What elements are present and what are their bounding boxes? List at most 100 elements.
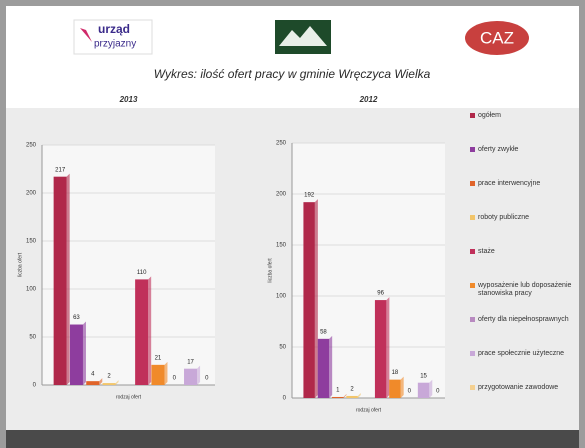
legend-item: oferty dla niepełnosprawnych — [470, 316, 582, 324]
y-tick-label: 0 — [33, 383, 37, 389]
data-label: 58 — [320, 329, 327, 335]
bar — [135, 279, 149, 385]
bar-side — [115, 380, 119, 385]
legend-item: prace interwencyjne — [470, 180, 582, 188]
y-tick-label: 0 — [283, 396, 287, 402]
legend-item: wyposażenie lub doposażenie stanowiska p… — [470, 282, 582, 298]
data-label: 18 — [392, 370, 399, 376]
legend-item: ogółem — [470, 112, 582, 120]
legend-label: roboty publiczne — [478, 214, 529, 221]
logo-right-text: CAZ — [480, 28, 514, 47]
legend-swatch — [470, 147, 475, 152]
chart-title: Wykres: ilość ofert pracy w gminie Wręcz… — [154, 67, 431, 81]
legend-item: przygotowanie zawodowe — [470, 384, 582, 392]
data-label: 217 — [55, 167, 66, 173]
legend-label: ogółem — [478, 112, 501, 119]
legend-swatch — [470, 249, 475, 254]
legend-swatch — [470, 283, 475, 288]
legend-item: staże — [470, 248, 582, 256]
legend-item: prace społecznie użyteczne — [470, 350, 582, 358]
data-label: 21 — [155, 355, 162, 361]
bar — [332, 396, 344, 398]
bar-side — [357, 392, 361, 398]
bar — [184, 368, 198, 385]
chart-subtitle: 2012 — [359, 95, 378, 104]
y-axis-label: liczba ofert — [267, 258, 273, 283]
data-label: 4 — [91, 372, 95, 378]
legend-label: prace społecznie użyteczne — [478, 350, 564, 357]
legend-swatch — [470, 385, 475, 390]
bar — [374, 300, 387, 398]
x-axis-label: rodzaj ofert — [356, 407, 382, 413]
y-tick-label: 150 — [276, 243, 287, 249]
bar-side — [197, 365, 201, 385]
data-label: 110 — [137, 270, 147, 276]
bar — [53, 176, 67, 385]
bar-side — [164, 361, 168, 385]
data-label: 0 — [173, 376, 177, 382]
logo-left-text: urząd — [98, 22, 130, 36]
data-label: 0 — [408, 389, 412, 395]
data-label: 2 — [107, 374, 111, 380]
y-tick-label: 100 — [276, 294, 287, 300]
data-label: 15 — [420, 373, 427, 379]
bar-side — [66, 173, 70, 385]
data-label: 63 — [73, 315, 80, 321]
bar — [69, 324, 83, 385]
legend-swatch — [470, 317, 475, 322]
legend-label: przygotowanie zawodowe — [478, 384, 559, 391]
bar-side — [148, 276, 152, 385]
data-label: 1 — [336, 388, 340, 394]
data-label: 192 — [304, 193, 315, 199]
y-tick-label: 50 — [29, 335, 36, 341]
y-axis-label: liczba ofert — [17, 252, 23, 277]
footer-band — [6, 430, 579, 448]
legend-swatch — [470, 215, 475, 220]
data-label: 0 — [436, 389, 440, 395]
x-axis-label: rodzaj ofert — [116, 394, 142, 400]
bar — [417, 382, 430, 398]
logo-left-mark — [80, 28, 92, 42]
bar-side — [82, 321, 86, 385]
legend-label: prace interwencyjne — [478, 180, 541, 187]
bar — [389, 379, 401, 398]
y-tick-label: 200 — [26, 191, 37, 197]
legend-label: staże — [478, 248, 495, 255]
bar — [303, 202, 315, 398]
chart-subtitle: 2013 — [119, 95, 138, 104]
legend-label: wyposażenie lub doposażenie stanowiska p… — [478, 282, 572, 297]
legend-swatch — [470, 113, 475, 118]
bar-side — [314, 199, 318, 398]
data-label: 96 — [377, 291, 384, 297]
data-label: 2 — [350, 387, 354, 393]
logo-left-text: przyjazny — [94, 39, 136, 50]
legend-item: oferty zwykłe — [470, 146, 582, 154]
y-tick-label: 150 — [26, 239, 37, 245]
y-tick-label: 50 — [279, 345, 286, 351]
bar-side — [400, 376, 404, 398]
legend-item: roboty publiczne — [470, 214, 582, 222]
bar-side — [329, 335, 333, 398]
bar — [151, 364, 165, 385]
y-tick-label: 250 — [276, 141, 287, 147]
y-tick-label: 250 — [26, 143, 37, 149]
bar-side — [386, 297, 390, 398]
y-tick-label: 100 — [26, 287, 37, 293]
bar — [102, 383, 116, 385]
bar — [346, 395, 358, 398]
logo-left — [73, 19, 153, 55]
bar-side — [343, 393, 347, 398]
legend-swatch — [470, 181, 475, 186]
bar — [86, 381, 100, 385]
data-label: 0 — [205, 376, 209, 382]
legend-swatch — [470, 351, 475, 356]
data-label: 17 — [187, 359, 194, 365]
legend-label: oferty zwykłe — [478, 146, 519, 153]
y-tick-label: 200 — [276, 192, 287, 198]
logo-center-mountains — [279, 26, 327, 46]
bar-side — [429, 379, 433, 398]
bar-side — [99, 378, 103, 385]
logo-right — [465, 21, 529, 55]
